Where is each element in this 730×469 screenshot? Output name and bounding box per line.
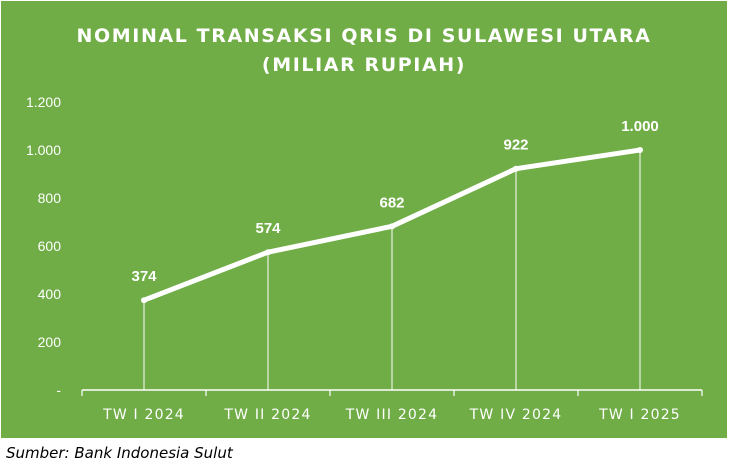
x-tick-label: TW IV 2024 (469, 407, 563, 423)
y-tick-label: 600 (38, 238, 62, 254)
y-tick-label: 1.200 (26, 94, 61, 110)
data-label: 374 (131, 268, 157, 285)
y-tick-label: 800 (38, 190, 62, 206)
chart-subtitle: (MILIAR RUPIAH) (261, 54, 467, 76)
y-tick-label: - (56, 382, 61, 398)
data-label: 574 (255, 220, 281, 237)
data-point (265, 249, 271, 256)
x-tick-label: TW III 2024 (345, 407, 439, 423)
x-tick-label: TW I 2024 (102, 407, 185, 423)
data-point (141, 297, 147, 304)
data-point (389, 223, 395, 230)
y-tick-label: 200 (38, 334, 62, 350)
data-point (637, 147, 643, 153)
data-point (513, 165, 519, 172)
data-label: 1.000 (621, 118, 659, 135)
data-label: 922 (503, 137, 528, 154)
data-label: 682 (379, 194, 404, 211)
y-tick-label: 400 (38, 286, 62, 302)
line-chart: - 200 400 600 800 1.000 1.200 TW I 2024 TW II 20… (26, 94, 703, 423)
x-tick-label: TW II 2024 (223, 407, 311, 423)
chart-title: NOMINAL TRANSAKSI QRIS DI SULAWESI UTARA (76, 25, 652, 47)
source-note: Sumber: Bank Indonesia Sulut (6, 444, 233, 462)
x-tick-label: TW I 2025 (598, 407, 681, 423)
chart-panel: NOMINAL TRANSAKSI QRIS DI SULAWESI UTARA… (1, 1, 727, 438)
y-tick-label: 1.000 (26, 142, 61, 158)
